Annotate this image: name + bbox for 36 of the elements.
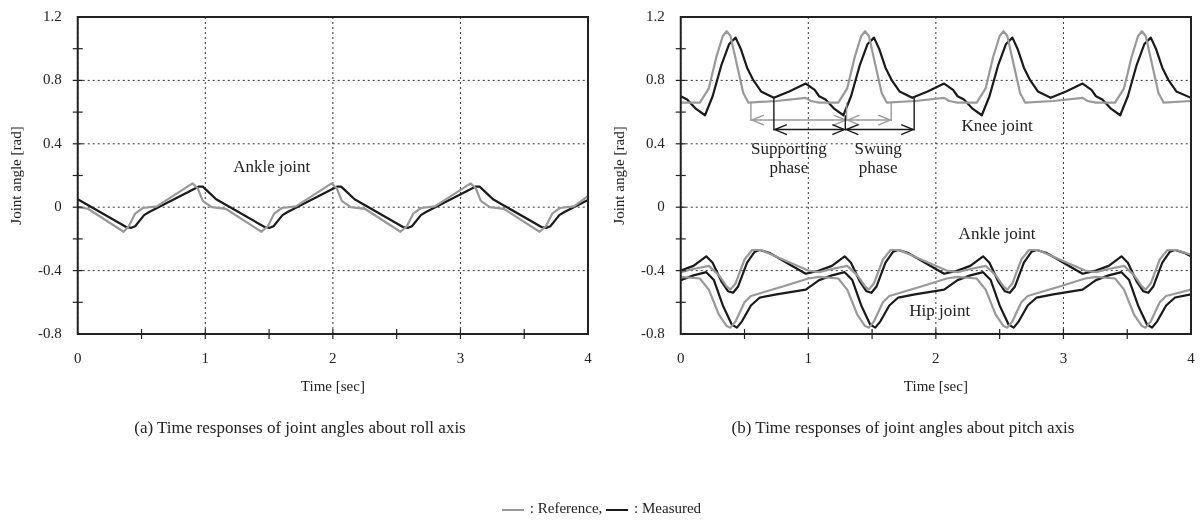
y-axis-title: Joint angle [rad] [610, 126, 627, 225]
x-tick-label: 0 [677, 349, 685, 366]
y-tick-label: 0 [54, 198, 62, 215]
annotation: Ankle joint [233, 157, 311, 177]
x-tick-label: 4 [584, 349, 593, 366]
y-tick-label: 0.8 [43, 71, 62, 88]
annotation: Hip joint [909, 301, 971, 321]
legend-label: : Measured [634, 500, 702, 516]
y-tick-label: 0 [657, 198, 665, 215]
y-tick-label: 1.2 [43, 7, 62, 24]
x-tick-label: 2 [329, 349, 337, 366]
y-tick-label: -0.8 [641, 324, 665, 341]
legend-label: : Reference, [529, 500, 604, 516]
x-tick-label: 1 [804, 349, 813, 366]
annotation: Swung phase [854, 139, 903, 178]
x-tick-label: 3 [1059, 349, 1068, 366]
text: (a) Time responses of joint angles about roll axis [133, 418, 467, 438]
x-axis-title: Time [sec] [903, 377, 968, 394]
x-tick-label: 3 [456, 349, 465, 366]
y-tick-label: -0.4 [38, 261, 63, 278]
x-tick-label: 0 [74, 349, 82, 366]
y-axis-title: Joint angle [rad] [7, 126, 24, 225]
y-tick-label: 1.2 [646, 7, 665, 24]
y-tick-label: 0.4 [43, 134, 63, 151]
y-tick-label: 0.4 [646, 134, 666, 151]
x-tick-label: 4 [1187, 349, 1196, 366]
annotation: Knee joint [961, 115, 1034, 135]
y-tick-label: -0.4 [641, 261, 666, 278]
x-tick-label: 1 [201, 349, 210, 366]
y-tick-label: 0.8 [646, 71, 665, 88]
y-tick-label: -0.8 [38, 324, 62, 341]
annotation: Supporting phase [751, 139, 828, 178]
x-axis-title: Time [sec] [300, 377, 365, 394]
text: (b) Time responses of joint angles about pitch axis [730, 418, 1076, 438]
x-tick-label: 2 [932, 349, 940, 366]
annotation: Ankle joint [958, 223, 1036, 243]
